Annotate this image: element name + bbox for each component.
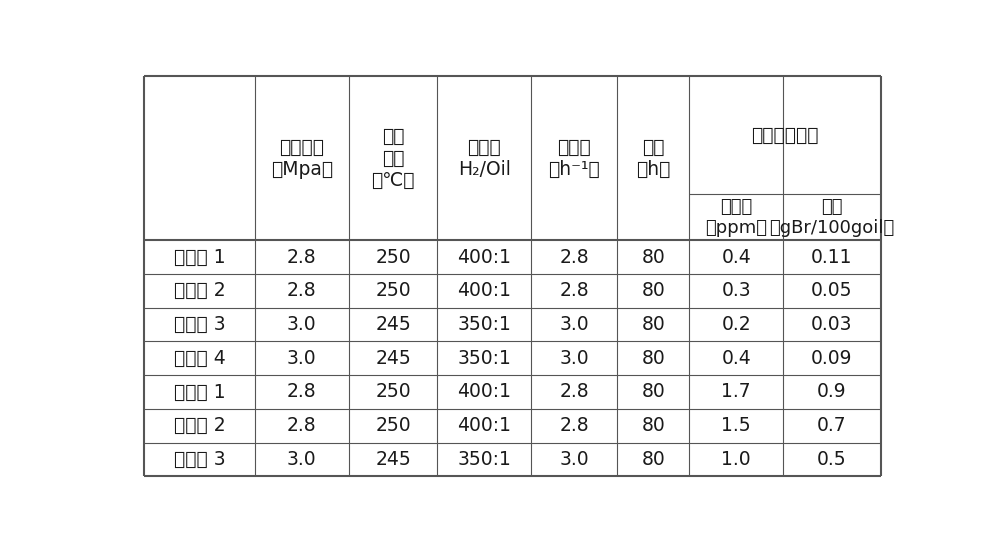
Text: 2.8: 2.8 bbox=[287, 248, 317, 266]
Text: 1.5: 1.5 bbox=[721, 416, 751, 435]
Text: 80: 80 bbox=[641, 349, 665, 368]
Text: 0.2: 0.2 bbox=[721, 315, 751, 334]
Text: 实施例 4: 实施例 4 bbox=[174, 349, 225, 368]
Text: 对比例 1: 对比例 1 bbox=[174, 382, 225, 401]
Text: 2.8: 2.8 bbox=[287, 281, 317, 300]
Text: 渴价
（gBr/100goil）: 渴价 （gBr/100goil） bbox=[769, 198, 895, 237]
Text: 350:1: 350:1 bbox=[457, 349, 511, 368]
Text: 0.05: 0.05 bbox=[811, 281, 853, 300]
Text: 2.8: 2.8 bbox=[559, 281, 589, 300]
Text: 2.8: 2.8 bbox=[287, 382, 317, 401]
Text: 0.03: 0.03 bbox=[811, 315, 853, 334]
Text: 245: 245 bbox=[375, 349, 411, 368]
Text: 2.8: 2.8 bbox=[559, 248, 589, 266]
Text: 硬含量
（ppm）: 硬含量 （ppm） bbox=[705, 198, 767, 237]
Text: 250: 250 bbox=[375, 416, 411, 435]
Text: 0.3: 0.3 bbox=[721, 281, 751, 300]
Text: 400:1: 400:1 bbox=[457, 281, 511, 300]
Text: 350:1: 350:1 bbox=[457, 450, 511, 469]
Text: 0.9: 0.9 bbox=[817, 382, 847, 401]
Text: 2.8: 2.8 bbox=[559, 382, 589, 401]
Text: 350:1: 350:1 bbox=[457, 315, 511, 334]
Text: 0.5: 0.5 bbox=[817, 450, 847, 469]
Text: 80: 80 bbox=[641, 382, 665, 401]
Text: 250: 250 bbox=[375, 281, 411, 300]
Text: 80: 80 bbox=[641, 416, 665, 435]
Text: 80: 80 bbox=[641, 248, 665, 266]
Text: 实施例 3: 实施例 3 bbox=[174, 315, 225, 334]
Text: 80: 80 bbox=[641, 281, 665, 300]
Text: 实施例 1: 实施例 1 bbox=[174, 248, 225, 266]
Text: 3.0: 3.0 bbox=[559, 450, 589, 469]
Text: 0.09: 0.09 bbox=[811, 349, 853, 368]
Text: 2.8: 2.8 bbox=[559, 416, 589, 435]
Text: 0.11: 0.11 bbox=[811, 248, 853, 266]
Text: 245: 245 bbox=[375, 315, 411, 334]
Text: 实施例 2: 实施例 2 bbox=[174, 281, 225, 300]
Text: 3.0: 3.0 bbox=[559, 315, 589, 334]
Text: 245: 245 bbox=[375, 450, 411, 469]
Text: 时间
（h）: 时间 （h） bbox=[636, 138, 670, 179]
Text: 400:1: 400:1 bbox=[457, 248, 511, 266]
Text: 80: 80 bbox=[641, 450, 665, 469]
Text: 250: 250 bbox=[375, 248, 411, 266]
Text: 产物分析结果: 产物分析结果 bbox=[751, 126, 819, 145]
Text: 0.7: 0.7 bbox=[817, 416, 847, 435]
Text: 3.0: 3.0 bbox=[287, 450, 317, 469]
Text: 对比例 2: 对比例 2 bbox=[174, 416, 225, 435]
Text: 液空速
（h⁻¹）: 液空速 （h⁻¹） bbox=[548, 138, 600, 179]
Text: 0.4: 0.4 bbox=[721, 248, 751, 266]
Text: 1.0: 1.0 bbox=[721, 450, 751, 469]
Text: 400:1: 400:1 bbox=[457, 382, 511, 401]
Text: 反应压力
（Mpa）: 反应压力 （Mpa） bbox=[271, 138, 333, 179]
Text: 入口
温度
（℃）: 入口 温度 （℃） bbox=[371, 127, 415, 190]
Text: 3.0: 3.0 bbox=[559, 349, 589, 368]
Text: 0.4: 0.4 bbox=[721, 349, 751, 368]
Text: 3.0: 3.0 bbox=[287, 315, 317, 334]
Text: 2.8: 2.8 bbox=[287, 416, 317, 435]
Text: 3.0: 3.0 bbox=[287, 349, 317, 368]
Text: 对比例 3: 对比例 3 bbox=[174, 450, 225, 469]
Text: 氢油比
H₂/Oil: 氢油比 H₂/Oil bbox=[458, 138, 511, 179]
Text: 250: 250 bbox=[375, 382, 411, 401]
Text: 400:1: 400:1 bbox=[457, 416, 511, 435]
Text: 1.7: 1.7 bbox=[721, 382, 751, 401]
Text: 80: 80 bbox=[641, 315, 665, 334]
